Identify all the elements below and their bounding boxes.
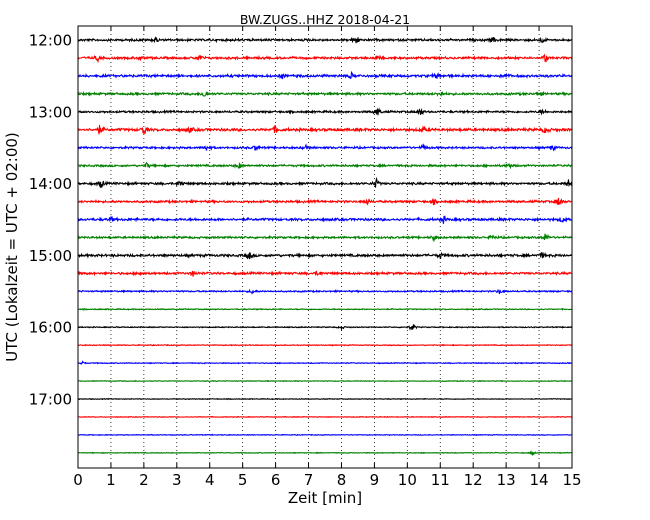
y-tick-label-1700: 17:00 <box>29 391 72 409</box>
trace-1345 <box>77 161 573 170</box>
x-tick-label-5: 5 <box>238 471 248 489</box>
x-tick-label-9: 9 <box>370 471 380 489</box>
trace-1715 <box>77 415 573 419</box>
x-tick-label-13: 13 <box>497 471 516 489</box>
trace-1400 <box>77 176 573 189</box>
y-tick-label-1600: 16:00 <box>29 319 72 337</box>
y-tick-label-1500: 15:00 <box>29 247 72 265</box>
x-axis-label: Zeit [min] <box>288 489 362 507</box>
x-tick-label-6: 6 <box>271 471 281 489</box>
trace-1215 <box>77 53 573 63</box>
plot-frame <box>77 25 573 469</box>
trace-1545 <box>77 307 573 311</box>
x-tick-label-1: 1 <box>106 471 116 489</box>
x-tick-label-12: 12 <box>464 471 483 489</box>
trace-1245 <box>77 90 573 97</box>
trace-1330 <box>77 143 573 152</box>
trace-1700 <box>77 397 573 401</box>
x-tick-label-2: 2 <box>139 471 149 489</box>
x-tick-label-15: 15 <box>562 471 581 489</box>
y-tick-label-1300: 13:00 <box>29 103 72 121</box>
trace-1530 <box>77 288 573 295</box>
trace-1315 <box>77 124 573 135</box>
trace-1230 <box>77 70 573 80</box>
x-axis: 0 1 2 3 4 5 6 7 8 9 10 11 12 13 14 15 <box>73 26 582 489</box>
trace-1645 <box>77 379 573 383</box>
y-axis-label: UTC (Lokalzeit = UTC + 02:00) <box>3 132 21 362</box>
traces <box>77 36 573 457</box>
x-tick-label-3: 3 <box>172 471 182 489</box>
trace-1430 <box>77 215 573 224</box>
trace-1745 <box>77 450 573 457</box>
vertical-grid <box>110 26 540 468</box>
trace-1415 <box>77 197 573 206</box>
trace-1300 <box>77 107 573 116</box>
trace-1515 <box>77 270 573 277</box>
x-tick-label-8: 8 <box>337 471 347 489</box>
y-axis: 12:00 13:00 14:00 15:00 16:00 17:00 <box>29 32 572 409</box>
chart-title: BW.ZUGS..HHZ 2018-04-21 <box>240 12 410 27</box>
trace-1445 <box>77 233 573 243</box>
y-tick-label-1400: 14:00 <box>29 175 72 193</box>
x-tick-label-10: 10 <box>398 471 417 489</box>
y-tick-label-1200: 12:00 <box>29 32 72 50</box>
x-tick-label-4: 4 <box>205 471 215 489</box>
x-tick-label-14: 14 <box>530 471 549 489</box>
x-tick-label-11: 11 <box>431 471 450 489</box>
x-tick-label-7: 7 <box>304 471 314 489</box>
trace-1500 <box>77 251 573 260</box>
trace-1600 <box>77 324 573 332</box>
trace-1730 <box>77 433 573 437</box>
x-tick-label-0: 0 <box>73 471 83 489</box>
trace-1200 <box>77 36 573 44</box>
trace-1615 <box>77 343 573 347</box>
trace-1630 <box>77 360 573 365</box>
